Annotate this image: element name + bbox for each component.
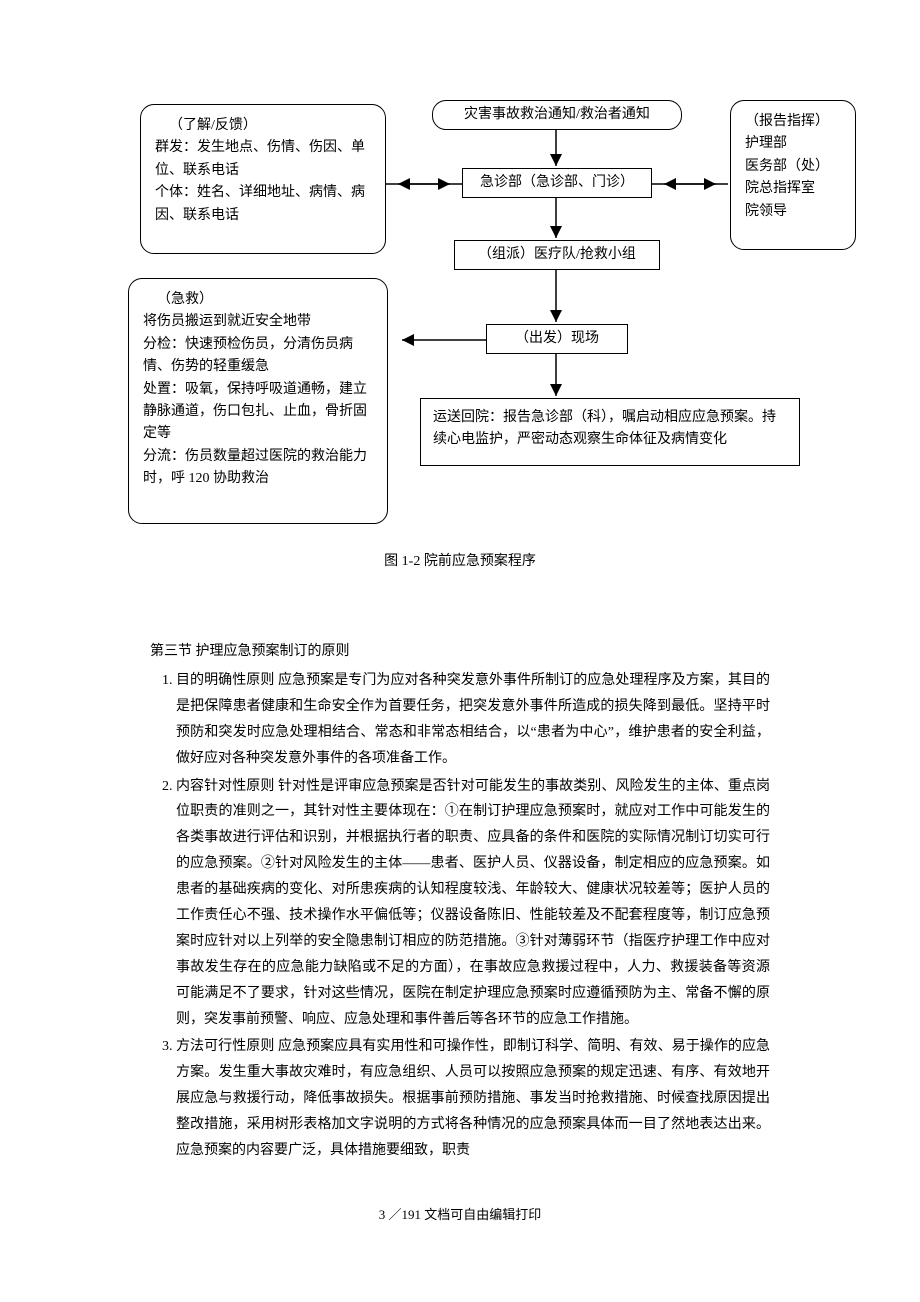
principle-title: 目的明确性原则 xyxy=(176,673,274,688)
node-left1: （了解/反馈） 群发：发生地点、伤情、伤因、单位、联系电话 个体：姓名、详细地址… xyxy=(140,104,386,254)
node-left2: （急救） 将伤员搬运到就近安全地带 分检：快速预检伤员，分清伤员病情、伤势的轻重… xyxy=(128,278,388,524)
principle-body: 针对性是评审应急预案是否针对可能发生的事故类别、风险发生的主体、重点岗位职责的准… xyxy=(176,779,770,1027)
node-top-text: 灾害事故救治通知/救治者通知 xyxy=(464,104,650,126)
principle-item: 方法可行性原则 应急预案应具有实用性和可操作性，即制订科学、简明、有效、易于操作… xyxy=(176,1034,770,1163)
node-center2: （组派）医疗队/抢救小组 xyxy=(454,240,660,270)
flowchart-diagram: 灾害事故救治通知/救治者通知 （了解/反馈） 群发：发生地点、伤情、伤因、单位、… xyxy=(140,100,800,520)
principle-title: 方法可行性原则 xyxy=(176,1039,274,1054)
principle-item: 目的明确性原则 应急预案是专门为应对各种突发意外事件所制订的应急处理程序及方案，… xyxy=(176,668,770,772)
node-left2-title: （急救） xyxy=(143,289,373,311)
principle-body: 应急预案应具有实用性和可操作性，即制订科学、简明、有效、易于操作的应急方案。发生… xyxy=(176,1039,770,1158)
node-right1-title: （报告指挥） xyxy=(745,111,841,133)
node-bottom-text: 运送回院：报告急诊部（科），嘱启动相应应急预案。持续心电监护，严密动态观察生命体… xyxy=(433,407,787,452)
page-footer: 3 ／191 文档可自由编辑打印 xyxy=(150,1204,770,1223)
node-left1-title: （了解/反馈） xyxy=(155,115,371,137)
node-center1: 急诊部（急诊部、门诊） xyxy=(462,168,652,198)
node-left1-body: 群发：发生地点、伤情、伤因、单位、联系电话 个体：姓名、详细地址、病情、病因、联… xyxy=(155,137,371,227)
node-center2-text: （组派）医疗队/抢救小组 xyxy=(478,244,636,266)
principles-list: 目的明确性原则 应急预案是专门为应对各种突发意外事件所制订的应急处理程序及方案，… xyxy=(150,668,770,1164)
node-center3: （出发）现场 xyxy=(486,324,628,354)
node-right1-body: 护理部 医务部（处） 院总指挥室 院领导 xyxy=(745,133,841,223)
principle-item: 内容针对性原则 针对性是评审应急预案是否针对可能发生的事故类别、风险发生的主体、… xyxy=(176,774,770,1033)
node-top: 灾害事故救治通知/救治者通知 xyxy=(432,100,682,130)
node-bottom: 运送回院：报告急诊部（科），嘱启动相应应急预案。持续心电监护，严密动态观察生命体… xyxy=(420,398,800,466)
node-center1-text: 急诊部（急诊部、门诊） xyxy=(480,172,634,194)
principle-title: 内容针对性原则 xyxy=(176,779,274,794)
section-title: 第三节 护理应急预案制订的原则 xyxy=(150,640,770,660)
node-right1: （报告指挥） 护理部 医务部（处） 院总指挥室 院领导 xyxy=(730,100,856,250)
node-center3-text: （出发）现场 xyxy=(515,328,599,350)
node-left2-body: 将伤员搬运到就近安全地带 分检：快速预检伤员，分清伤员病情、伤势的轻重缓急 处置… xyxy=(143,311,373,490)
diagram-caption: 图 1-2 院前应急预案程序 xyxy=(150,550,770,570)
